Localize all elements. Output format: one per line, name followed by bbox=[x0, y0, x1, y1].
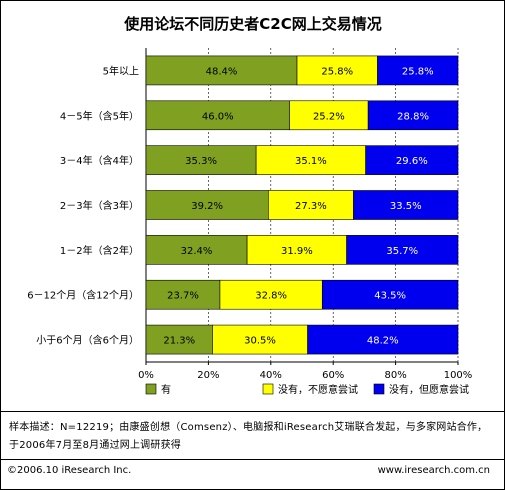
category-label: 3－4年（含4年） bbox=[60, 154, 139, 167]
data-label: 46.0% bbox=[202, 111, 234, 122]
chart-title: 使用论坛不同历史者C2C网上交易情况 bbox=[123, 15, 381, 33]
data-label: 35.3% bbox=[185, 156, 217, 167]
category-label: 6－12个月（含12个月） bbox=[27, 289, 139, 302]
legend-label: 没有，不愿意尝试 bbox=[278, 383, 358, 396]
bar-segment bbox=[268, 190, 354, 220]
bar-segment bbox=[307, 324, 459, 355]
x-tick-label: 0% bbox=[138, 370, 154, 381]
bar-segment bbox=[365, 145, 459, 175]
x-tick-label: 40% bbox=[260, 370, 282, 381]
legend-swatch bbox=[262, 383, 274, 395]
data-label: 33.5% bbox=[390, 201, 422, 212]
data-label: 39.2% bbox=[191, 201, 223, 212]
divider-bottom bbox=[1, 459, 504, 460]
copyright-text: ©2006.10 iResearch Inc. bbox=[7, 465, 132, 476]
data-label: 25.2% bbox=[313, 111, 345, 122]
legend-label: 有 bbox=[161, 383, 171, 396]
x-tick-label: 100% bbox=[444, 370, 473, 381]
website-text: www.iresearch.com.cn bbox=[377, 465, 490, 476]
bar-segment bbox=[145, 55, 298, 86]
sample-note: 样本描述：N=12219；由康盛创想（Comsenz）、电脑报和iResearc… bbox=[9, 422, 488, 451]
bar-segment bbox=[296, 55, 378, 86]
bar-segment bbox=[145, 190, 269, 220]
bar-segment bbox=[212, 324, 308, 355]
data-label: 27.3% bbox=[295, 201, 327, 212]
bar-segment bbox=[145, 279, 221, 310]
category-label: 5年以上 bbox=[103, 64, 139, 77]
category-label: 1－2年（含2年） bbox=[60, 244, 139, 257]
data-label: 31.9% bbox=[281, 246, 313, 257]
data-label: 23.7% bbox=[167, 291, 199, 302]
category-label: 2－3年（含3年） bbox=[60, 199, 139, 212]
bar-segment bbox=[289, 100, 369, 131]
bar-segment bbox=[145, 100, 290, 131]
legend-swatch bbox=[145, 383, 157, 395]
bar-segment bbox=[246, 235, 347, 265]
bar-segment bbox=[321, 279, 459, 310]
stacked-bar-chart: 使用论坛不同历史者C2C网上交易情况 0% 20% 40% 60% 80% 100% 48.4… bbox=[27, 15, 473, 396]
data-label: 48.4% bbox=[206, 66, 238, 77]
legend-label: 没有，但愿意尝试 bbox=[389, 383, 469, 396]
data-label: 25.8% bbox=[402, 66, 434, 77]
x-tick-label: 80% bbox=[384, 370, 406, 381]
bar-segment bbox=[145, 324, 213, 355]
data-label: 30.5% bbox=[244, 336, 276, 347]
x-tick-label: 20% bbox=[197, 370, 219, 381]
data-label: 35.1% bbox=[295, 156, 327, 167]
data-label: 25.8% bbox=[321, 66, 353, 77]
legend-swatch bbox=[373, 383, 385, 395]
category-label: 小于6个月（含6个月） bbox=[36, 334, 139, 347]
bar-segment bbox=[367, 100, 459, 131]
bar-segment bbox=[219, 279, 323, 310]
data-label: 32.8% bbox=[255, 291, 287, 302]
bar-segment bbox=[145, 235, 248, 265]
bar-segment bbox=[377, 55, 459, 86]
data-label: 29.6% bbox=[396, 156, 428, 167]
data-label: 21.3% bbox=[163, 336, 195, 347]
bar-segment bbox=[353, 190, 459, 220]
data-label: 28.8% bbox=[397, 111, 429, 122]
data-label: 43.5% bbox=[374, 291, 406, 302]
data-label: 48.2% bbox=[367, 336, 399, 347]
x-tick-label: 60% bbox=[322, 370, 344, 381]
bar-segment bbox=[346, 235, 459, 265]
data-label: 35.7% bbox=[386, 246, 418, 257]
category-label: 4－5年（含5年） bbox=[60, 109, 139, 122]
data-label: 32.4% bbox=[181, 246, 213, 257]
bar-segment bbox=[145, 145, 257, 175]
divider-top bbox=[1, 411, 504, 412]
